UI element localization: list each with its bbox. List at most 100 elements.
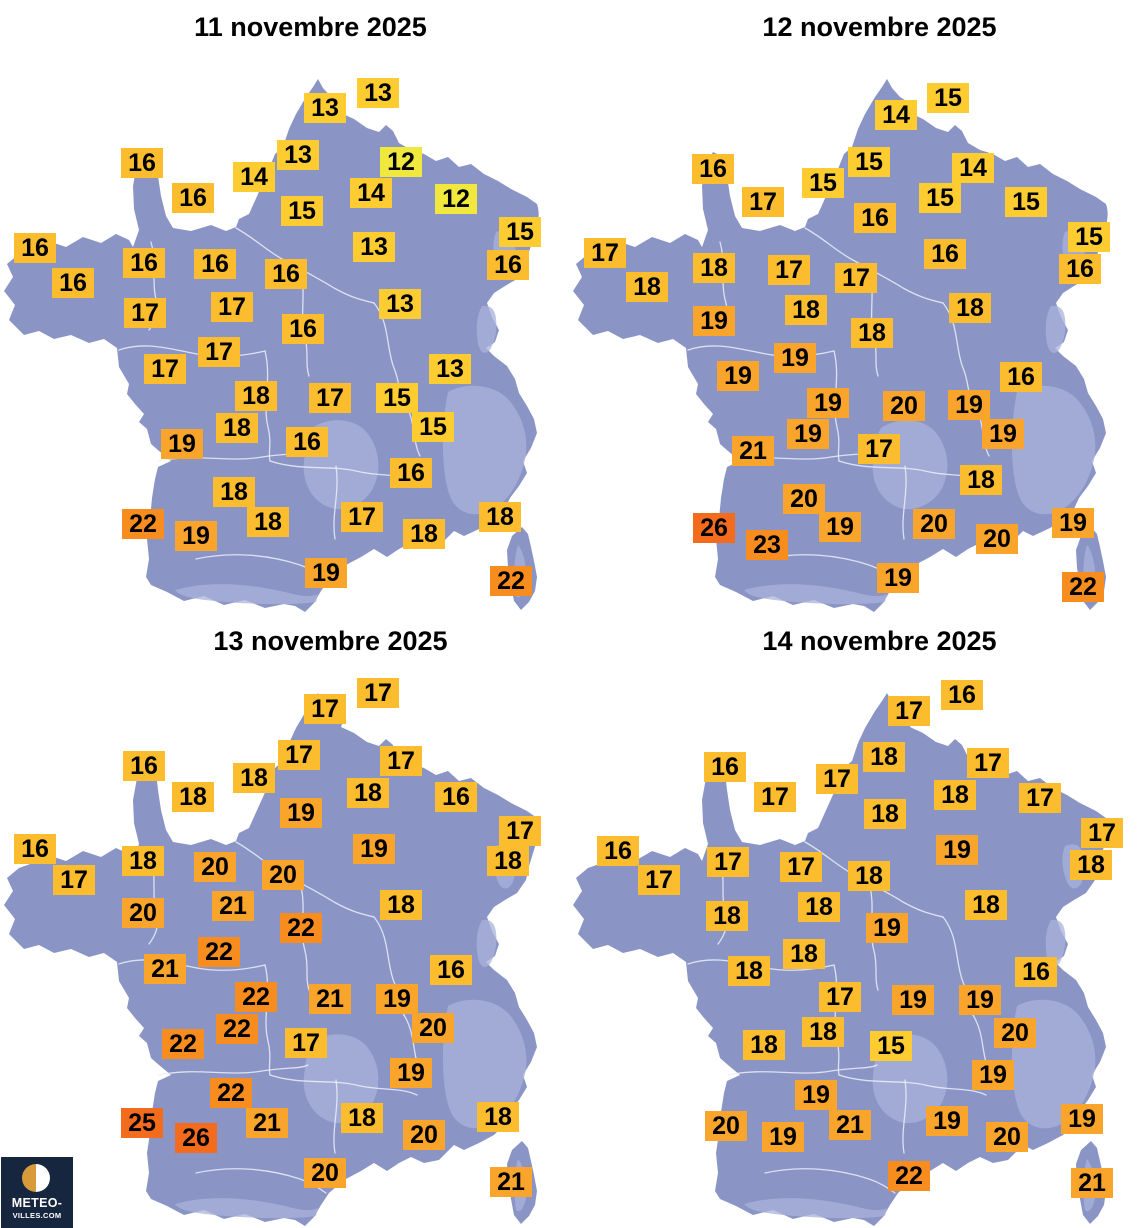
- forecast-map-day3: 13 novembre 2025 17 17 17 17 16 18 18 16 18 19 17 1…: [0, 614, 569, 1228]
- temp-badge: 17: [285, 1028, 327, 1058]
- temp-badge: 13: [353, 232, 395, 262]
- temp-badge: 16: [854, 203, 896, 233]
- temp-badge: 18: [863, 742, 905, 772]
- temp-badge: 20: [783, 484, 825, 514]
- temp-badge: 15: [1068, 222, 1110, 252]
- temp-badge: 17: [768, 255, 810, 285]
- temp-badge: 17: [380, 746, 422, 776]
- temp-badge: 21: [732, 436, 774, 466]
- temp-badge: 19: [892, 985, 934, 1015]
- temp-badge: 22: [280, 913, 322, 943]
- temp-badge: 16: [194, 249, 236, 279]
- temp-badge: 13: [429, 354, 471, 384]
- temp-badge: 20: [994, 1018, 1036, 1048]
- temp-badge: 20: [262, 860, 304, 890]
- temp-badge: 17: [707, 847, 749, 877]
- temp-badge: 17: [211, 292, 253, 322]
- temp-badge: 18: [783, 939, 825, 969]
- temp-badge: 18: [798, 892, 840, 922]
- temp-badge: 17: [499, 816, 541, 846]
- temp-badge: 17: [835, 263, 877, 293]
- temp-badge: 22: [235, 982, 277, 1012]
- temp-badge: 16: [692, 154, 734, 184]
- temp-badge: 17: [124, 298, 166, 328]
- temp-badge: 17: [638, 865, 680, 895]
- temp-badge: 18: [949, 293, 991, 323]
- temp-badge: 18: [785, 295, 827, 325]
- temp-badge: 26: [175, 1123, 217, 1153]
- temp-badge: 14: [233, 162, 275, 192]
- temp-badge: 19: [948, 390, 990, 420]
- temp-badge: 16: [121, 148, 163, 178]
- temp-badge: 17: [780, 852, 822, 882]
- forecast-map-day4: 14 novembre 2025 16 17 18 17 16 17 18 17 17 18 17 1…: [569, 614, 1138, 1228]
- temp-badge: 19: [762, 1122, 804, 1152]
- temp-badge: 18: [172, 782, 214, 812]
- temp-badge: 16: [123, 751, 165, 781]
- logo-subtext: VILLES.COM: [12, 1211, 62, 1220]
- temp-badge: 20: [913, 509, 955, 539]
- temp-badge: 18: [934, 780, 976, 810]
- logo-text: METEO-: [11, 1196, 63, 1210]
- temp-badge: 16: [924, 239, 966, 269]
- temp-badge: 22: [162, 1029, 204, 1059]
- temp-badge: 18: [233, 763, 275, 793]
- temp-badge: 26: [693, 513, 735, 543]
- temp-badge: 16: [52, 268, 94, 298]
- temp-badge: 19: [959, 985, 1001, 1015]
- temp-badge: 22: [888, 1161, 930, 1191]
- temp-badge: 15: [1005, 187, 1047, 217]
- temp-badge: 23: [746, 530, 788, 560]
- temp-badge: 19: [795, 1080, 837, 1110]
- temp-badge: 22: [490, 566, 532, 596]
- temp-badge: 13: [379, 289, 421, 319]
- temp-badge: 18: [728, 956, 770, 986]
- temp-badge: 22: [210, 1078, 252, 1108]
- temp-badge: 17: [888, 696, 930, 726]
- temp-badge: 21: [309, 984, 351, 1014]
- map-title: 13 novembre 2025: [213, 626, 448, 656]
- temp-badge: 21: [490, 1167, 532, 1197]
- temp-badge: 19: [353, 834, 395, 864]
- temp-badge: 16: [286, 427, 328, 457]
- temp-badge: 19: [866, 913, 908, 943]
- temp-badge: 17: [309, 383, 351, 413]
- temp-badge: 20: [705, 1111, 747, 1141]
- temp-badge: 14: [350, 178, 392, 208]
- temp-badge: 19: [819, 512, 861, 542]
- temp-badge: 21: [246, 1108, 288, 1138]
- temp-badge: 19: [280, 798, 322, 828]
- temp-badge: 18: [487, 846, 529, 876]
- temp-badge: 19: [376, 984, 418, 1014]
- forecast-map-day2: 12 novembre 2025 15 14 15 14 16 15 17 15 15 16 15 1…: [569, 0, 1138, 614]
- temp-badge: 22: [122, 509, 164, 539]
- temp-badge: 17: [1019, 783, 1061, 813]
- temp-badge: 15: [376, 383, 418, 413]
- temp-badge: 15: [499, 217, 541, 247]
- temp-badge: 19: [693, 306, 735, 336]
- temp-badge: 19: [1052, 508, 1094, 538]
- temp-badge: 17: [1081, 818, 1123, 848]
- temp-badge: 20: [403, 1120, 445, 1150]
- temp-badge: 18: [743, 1030, 785, 1060]
- temp-badge: 14: [875, 100, 917, 130]
- temp-badge: 18: [802, 1017, 844, 1047]
- temp-badge: 16: [597, 836, 639, 866]
- temp-badge: 16: [1059, 254, 1101, 284]
- temp-badge: 18: [247, 507, 289, 537]
- temp-badge: 18: [965, 890, 1007, 920]
- temp-badge: 16: [430, 955, 472, 985]
- temp-badge: 19: [390, 1058, 432, 1088]
- temp-badge: 16: [172, 183, 214, 213]
- temp-badge: 15: [927, 83, 969, 113]
- temp-badge: 18: [479, 502, 521, 532]
- temp-badge: 13: [277, 140, 319, 170]
- temp-badge: 20: [986, 1122, 1028, 1152]
- temp-badge: 16: [1015, 957, 1057, 987]
- map-title: 11 novembre 2025: [194, 12, 427, 42]
- temp-badge: 19: [936, 835, 978, 865]
- temp-badge: 20: [976, 524, 1018, 554]
- temp-badge: 18: [848, 861, 890, 891]
- temp-badge: 17: [858, 434, 900, 464]
- temp-badge: 18: [864, 799, 906, 829]
